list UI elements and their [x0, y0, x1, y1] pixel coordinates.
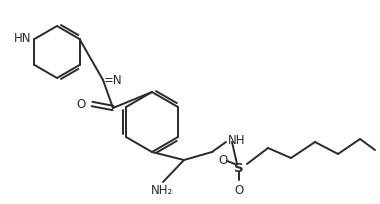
Text: HN: HN: [14, 31, 32, 44]
Text: =N: =N: [104, 73, 123, 86]
Text: O: O: [77, 98, 86, 111]
Text: NH: NH: [228, 133, 245, 146]
Text: NH₂: NH₂: [151, 184, 173, 197]
Text: S: S: [234, 162, 244, 174]
Text: O: O: [218, 153, 228, 166]
Text: O: O: [234, 184, 244, 197]
